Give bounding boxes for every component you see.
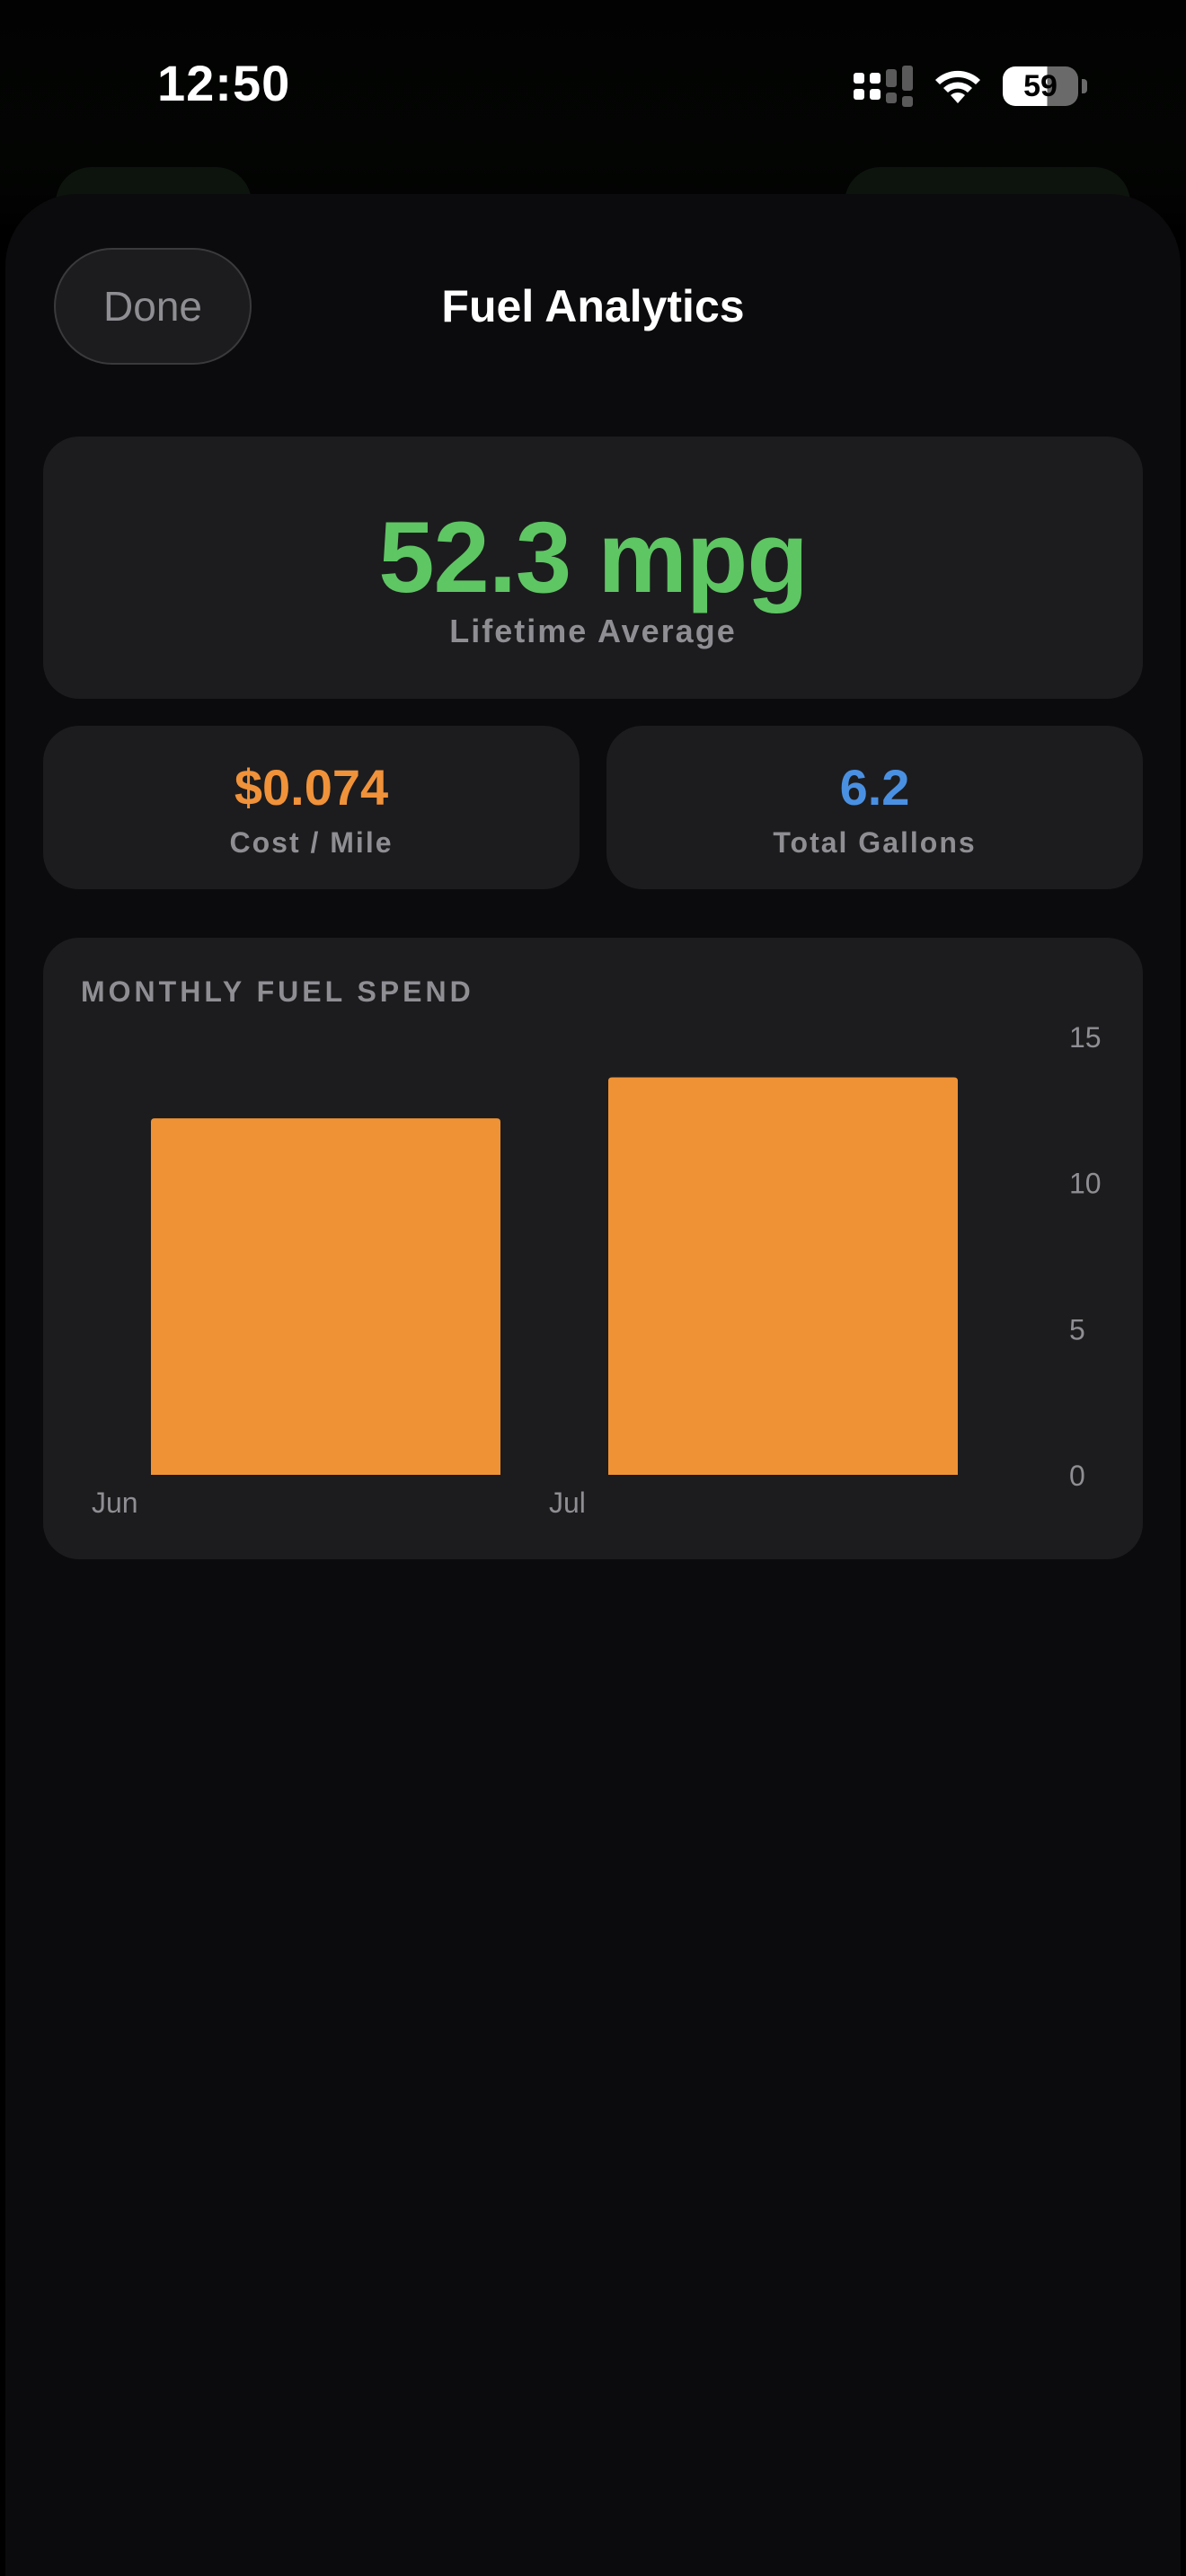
done-button[interactable]: Done — [54, 248, 252, 365]
status-time: 12:50 — [157, 55, 291, 111]
bar-jul — [608, 1077, 958, 1475]
cost-per-mile-label: Cost / Mile — [229, 826, 394, 859]
total-gallons-card: 6.2 Total Gallons — [606, 726, 1143, 889]
lifetime-average-card: 52.3 mpg Lifetime Average — [43, 437, 1143, 699]
wifi-icon — [933, 67, 983, 105]
x-tick-label: Jul — [549, 1486, 586, 1519]
chart-title: MONTHLY FUEL SPEND — [81, 975, 474, 1008]
lifetime-average-value: 52.3 mpg — [378, 501, 809, 613]
monthly-fuel-spend-chart: Jun Jul 0 5 10 15 — [92, 1021, 1102, 1519]
battery-icon: 59 — [1003, 66, 1087, 106]
bar-jun — [151, 1118, 500, 1475]
y-tick-label: 15 — [1069, 1021, 1102, 1054]
status-icons: 59 — [854, 65, 1087, 108]
monthly-fuel-spend-card: MONTHLY FUEL SPEND Jun Jul 0 5 10 15 — [43, 938, 1143, 1559]
cost-per-mile-card: $0.074 Cost / Mile — [43, 726, 580, 889]
y-tick-label: 5 — [1069, 1313, 1085, 1345]
y-tick-label: 10 — [1069, 1168, 1102, 1200]
total-gallons-label: Total Gallons — [773, 826, 977, 859]
cost-per-mile-value: $0.074 — [234, 759, 389, 816]
sheet-title: Fuel Analytics — [441, 281, 745, 331]
lifetime-average-label: Lifetime Average — [449, 613, 737, 649]
total-gallons-value: 6.2 — [839, 759, 910, 816]
y-tick-label: 0 — [1069, 1460, 1085, 1492]
cellular-signal-icon — [854, 66, 913, 107]
battery-level: 59 — [1003, 66, 1078, 106]
x-tick-label: Jun — [92, 1486, 138, 1519]
